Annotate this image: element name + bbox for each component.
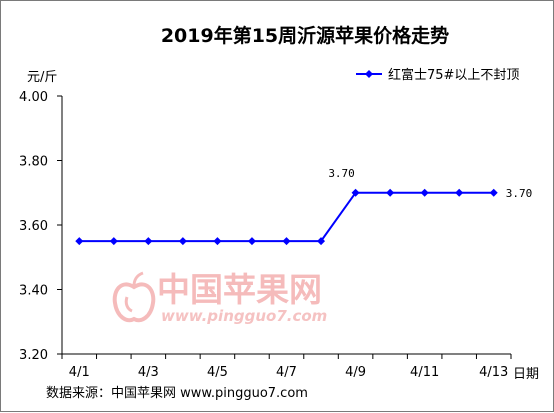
data-point xyxy=(282,237,291,246)
legend: 红富士75#以上不封顶 xyxy=(356,67,519,83)
data-point xyxy=(351,188,360,197)
y-tick-label: 3.60 xyxy=(19,219,48,234)
data-point xyxy=(213,237,222,246)
y-tick-label: 3.20 xyxy=(19,348,48,363)
y-tick-label: 3.40 xyxy=(19,284,48,299)
x-tick-label: 4/5 xyxy=(207,365,228,380)
data-point xyxy=(420,188,429,197)
x-tick-label: 4/9 xyxy=(345,365,366,380)
watermark-url: www.pingguo7.com xyxy=(161,307,327,325)
data-point xyxy=(455,188,464,197)
x-tick-label: 4/1 xyxy=(69,365,90,380)
data-point xyxy=(247,237,256,246)
data-point xyxy=(144,237,153,246)
legend-label: 红富士75#以上不封顶 xyxy=(388,67,519,83)
y-axis-unit: 元/斤 xyxy=(27,70,57,85)
plot-area: 3.70 3.70 xyxy=(75,167,533,246)
y-tick-label: 3.80 xyxy=(19,155,48,170)
data-point xyxy=(489,188,498,197)
apple-logo-icon xyxy=(112,271,156,323)
x-tick-label: 4/11 xyxy=(410,365,439,380)
x-tick-label: 4/7 xyxy=(276,365,297,380)
x-axis-label: 日期 xyxy=(513,367,539,382)
data-source: 数据来源：中国苹果网 www.pingguo7.com xyxy=(46,386,308,401)
data-point xyxy=(317,237,326,246)
chart-title: 2019年第15周沂源苹果价格走势 xyxy=(161,24,449,47)
legend-marker xyxy=(365,70,373,78)
data-point xyxy=(109,237,118,246)
y-tick-label: 4.00 xyxy=(19,90,48,105)
x-tick-label: 4/3 xyxy=(138,365,159,380)
data-label: 3.70 xyxy=(328,167,355,180)
watermark-text: 中国苹果网 xyxy=(157,270,322,309)
axes: 4.00 3.80 3.60 3.40 3.20 4/1 4/3 4/5 4/7 4/9 4/11 4… xyxy=(19,90,512,380)
data-point xyxy=(75,237,84,246)
series-line xyxy=(79,191,494,243)
x-tick-label: 4/13 xyxy=(479,365,508,380)
data-point xyxy=(386,188,395,197)
data-label: 3.70 xyxy=(506,187,533,200)
data-point xyxy=(178,237,187,246)
watermark: 中国苹果网 www.pingguo7.com xyxy=(112,270,327,325)
